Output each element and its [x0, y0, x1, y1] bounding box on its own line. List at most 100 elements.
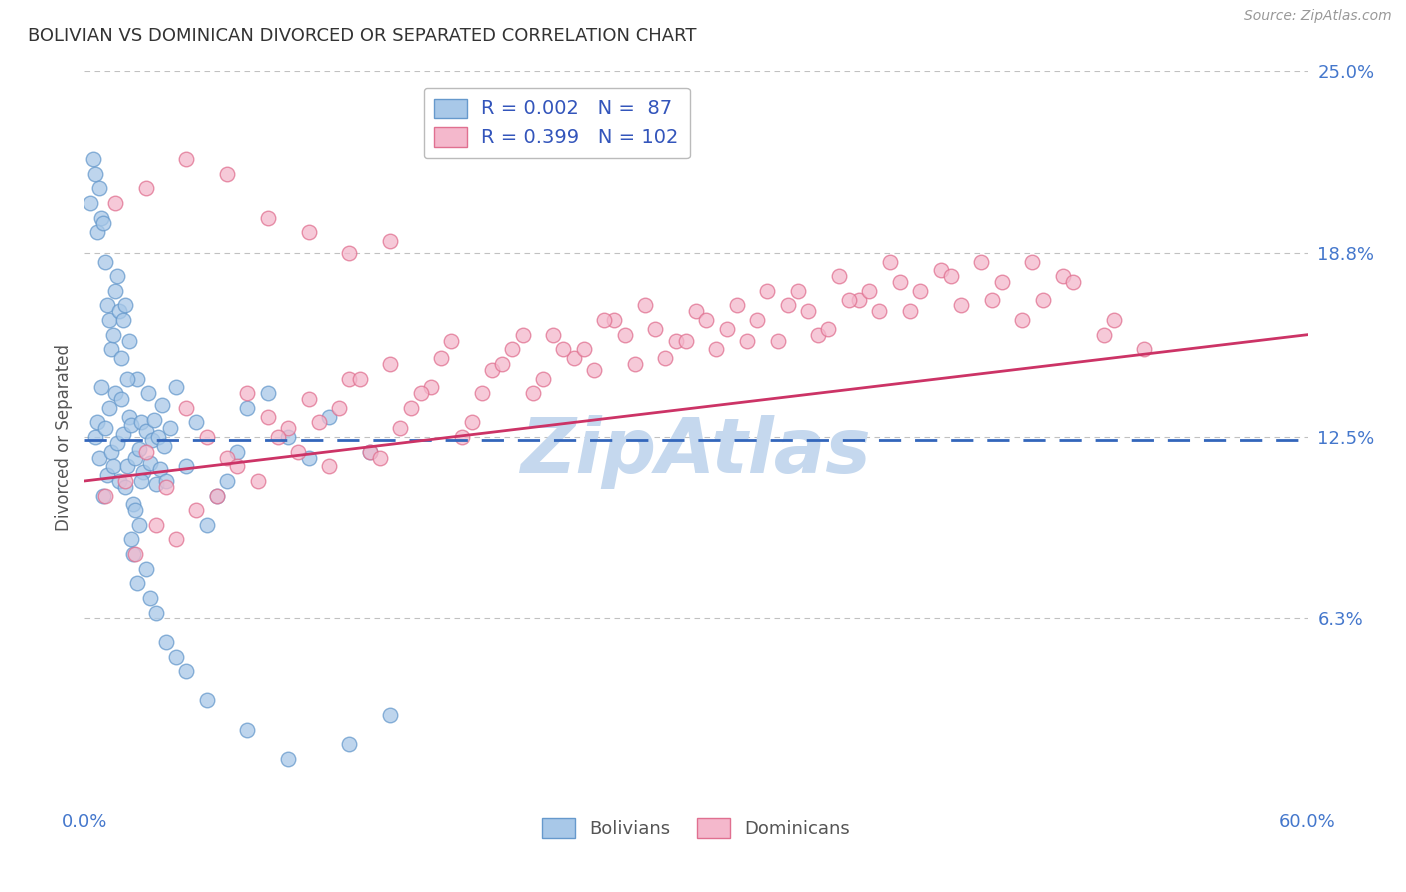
Point	[910, 284, 932, 298]
Point	[869, 304, 891, 318]
Point	[889, 275, 911, 289]
Point	[135, 562, 157, 576]
Point	[879, 254, 901, 268]
Point	[665, 334, 688, 348]
Point	[685, 304, 707, 318]
Point	[236, 401, 259, 415]
Point	[747, 313, 769, 327]
Point	[368, 450, 391, 465]
Point	[257, 409, 280, 424]
Point	[828, 269, 851, 284]
Point	[114, 298, 136, 312]
Point	[79, 196, 101, 211]
Point	[389, 421, 412, 435]
Point	[83, 430, 105, 444]
Point	[104, 284, 127, 298]
Point	[1062, 275, 1084, 289]
Point	[97, 313, 120, 327]
Point	[420, 380, 443, 394]
Point	[634, 298, 657, 312]
Point	[141, 433, 163, 447]
Point	[929, 263, 952, 277]
Point	[766, 334, 789, 348]
Point	[97, 401, 120, 415]
Point	[807, 327, 830, 342]
Point	[174, 401, 197, 415]
Point	[298, 225, 321, 239]
Point	[848, 293, 870, 307]
Text: Source: ZipAtlas.com: Source: ZipAtlas.com	[1244, 9, 1392, 23]
Point	[613, 327, 636, 342]
Point	[165, 649, 187, 664]
Point	[87, 450, 110, 465]
Point	[471, 386, 494, 401]
Point	[491, 357, 513, 371]
Point	[165, 380, 187, 394]
Point	[226, 444, 249, 458]
Point	[142, 412, 165, 426]
Point	[939, 269, 962, 284]
Point	[970, 254, 993, 268]
Point	[120, 418, 142, 433]
Point	[91, 217, 114, 231]
Point	[991, 275, 1014, 289]
Point	[522, 386, 544, 401]
Point	[101, 459, 124, 474]
Point	[461, 416, 484, 430]
Point	[980, 293, 1002, 307]
Point	[706, 343, 728, 357]
Point	[124, 547, 146, 561]
Point	[277, 421, 299, 435]
Point	[328, 401, 350, 415]
Point	[1032, 293, 1054, 307]
Point	[1102, 313, 1125, 327]
Point	[409, 386, 432, 401]
Point	[1052, 269, 1074, 284]
Point	[155, 635, 177, 649]
Point	[858, 284, 880, 298]
Point	[122, 547, 145, 561]
Point	[725, 298, 748, 312]
Point	[776, 298, 799, 312]
Point	[118, 334, 141, 348]
Point	[593, 313, 616, 327]
Point	[108, 304, 131, 318]
Point	[380, 357, 402, 371]
Point	[287, 444, 309, 458]
Point	[399, 401, 422, 415]
Point	[318, 409, 340, 424]
Point	[93, 254, 115, 268]
Point	[112, 427, 135, 442]
Point	[217, 167, 239, 181]
Point	[339, 737, 361, 751]
Point	[1133, 343, 1156, 357]
Point	[174, 152, 197, 166]
Point	[217, 474, 239, 488]
Point	[246, 474, 269, 488]
Point	[797, 304, 820, 318]
Point	[145, 606, 167, 620]
Point	[132, 465, 155, 479]
Point	[267, 430, 290, 444]
Point	[136, 386, 159, 401]
Point	[318, 459, 340, 474]
Point	[159, 421, 181, 435]
Point	[186, 503, 208, 517]
Point	[195, 517, 218, 532]
Point	[127, 371, 149, 385]
Point	[1092, 327, 1115, 342]
Text: BOLIVIAN VS DOMINICAN DIVORCED OR SEPARATED CORRELATION CHART: BOLIVIAN VS DOMINICAN DIVORCED OR SEPARA…	[28, 27, 696, 45]
Point	[644, 322, 666, 336]
Point	[205, 489, 228, 503]
Point	[481, 363, 503, 377]
Point	[298, 392, 321, 406]
Point	[787, 284, 810, 298]
Point	[562, 351, 585, 365]
Point	[838, 293, 860, 307]
Point	[100, 343, 122, 357]
Point	[298, 450, 321, 465]
Point	[86, 225, 108, 239]
Point	[349, 371, 371, 385]
Point	[115, 459, 138, 474]
Point	[553, 343, 575, 357]
